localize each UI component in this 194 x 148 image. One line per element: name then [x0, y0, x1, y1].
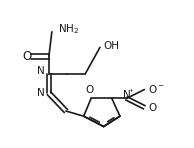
Text: NH$_2$: NH$_2$	[58, 22, 79, 36]
Text: N: N	[123, 90, 131, 100]
Text: $^+$: $^+$	[127, 87, 134, 96]
Text: O: O	[22, 50, 32, 63]
Text: N: N	[37, 88, 44, 98]
Text: OH: OH	[104, 41, 120, 51]
Text: O: O	[86, 85, 94, 95]
Text: O: O	[148, 103, 156, 113]
Text: O$^-$: O$^-$	[148, 83, 165, 95]
Text: N: N	[37, 66, 45, 76]
